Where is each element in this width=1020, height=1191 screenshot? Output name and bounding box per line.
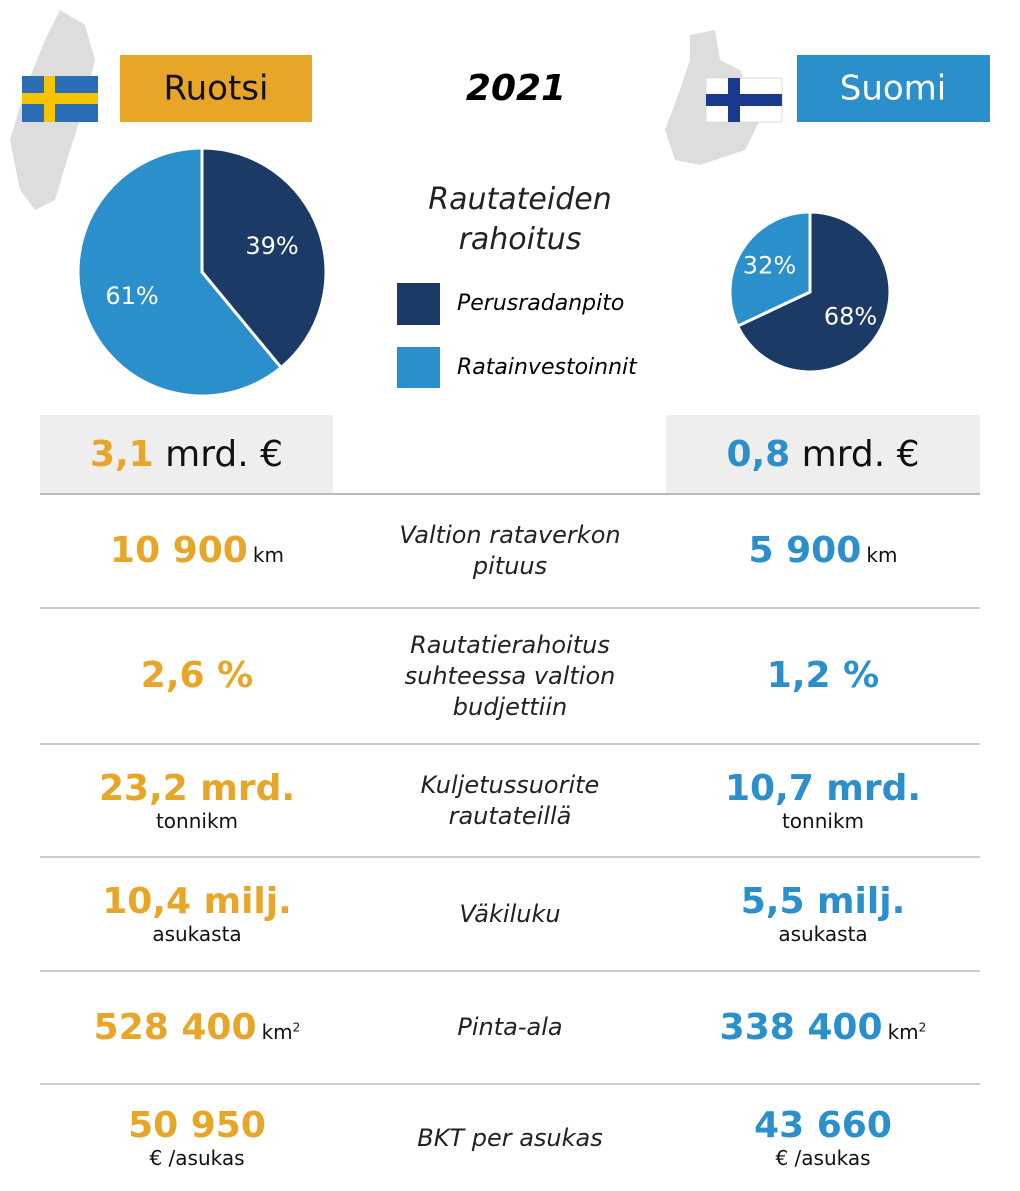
row-label: Rautatierahoitus suhteessa valtion budje… bbox=[380, 630, 640, 723]
value-line: 10,7 mrd. bbox=[725, 769, 921, 809]
right-cell: 338 400 km2 bbox=[666, 972, 980, 1083]
total-unit: mrd. € bbox=[165, 434, 283, 475]
unit: € /asukas bbox=[775, 1146, 870, 1170]
value-line: 10 900 km bbox=[110, 531, 284, 571]
legend-swatch bbox=[397, 283, 440, 325]
label-cell: Pinta-ala bbox=[380, 972, 640, 1083]
row-label: Valtion rataverkon pituus bbox=[380, 520, 640, 582]
value-line: 528 400 km2 bbox=[94, 1008, 301, 1048]
finland-flag-cross bbox=[706, 94, 782, 106]
left-cell: 50 950€ /asukas bbox=[40, 1085, 354, 1191]
total-unit: mrd. € bbox=[802, 434, 920, 475]
unit: € /asukas bbox=[149, 1146, 244, 1170]
sweden-flag-cross bbox=[44, 76, 55, 122]
total-value: 3,1 bbox=[90, 434, 154, 475]
value: 10,7 mrd. bbox=[725, 768, 921, 809]
year: 2021 bbox=[466, 68, 566, 109]
value: 5,5 milj. bbox=[741, 881, 906, 922]
value: 23,2 mrd. bbox=[99, 768, 295, 809]
total: 0,8 mrd. € bbox=[666, 415, 980, 493]
total: 3,1 mrd. € bbox=[40, 415, 333, 493]
value-line: 23,2 mrd. bbox=[99, 769, 295, 809]
country-name: Ruotsi bbox=[164, 69, 269, 109]
sweden-flag-cross bbox=[22, 93, 98, 104]
unit: km2 bbox=[888, 1020, 927, 1044]
unit: km bbox=[866, 543, 897, 567]
legend-swatch bbox=[397, 347, 440, 388]
row-label: Kuljetussuorite rautateillä bbox=[380, 770, 640, 832]
finland-flag-cross bbox=[728, 78, 740, 122]
unit-superscript: 2 bbox=[293, 1020, 301, 1034]
left-cell: 23,2 mrd.tonnikm bbox=[40, 745, 354, 856]
value: 43 660 bbox=[754, 1105, 892, 1146]
legend-entry: Ratainvestoinnit bbox=[457, 355, 638, 380]
value-line: 5,5 milj. bbox=[741, 882, 906, 922]
unit: tonnikm bbox=[782, 809, 864, 833]
row: 2,6 % 1,2 % Rautatierahoitus suhteessa val… bbox=[40, 607, 980, 743]
value-line: 43 660 bbox=[754, 1106, 892, 1146]
value: 10,4 milj. bbox=[102, 881, 292, 922]
value-line: 338 400 km2 bbox=[720, 1008, 927, 1048]
right-cell: 5 900 km bbox=[666, 495, 980, 607]
left-cell: 10,4 milj.asukasta bbox=[40, 858, 354, 970]
right-cell: 43 660€ /asukas bbox=[666, 1085, 980, 1191]
label-cell: Valtion rataverkon pituus bbox=[380, 495, 640, 607]
unit: tonnikm bbox=[156, 809, 238, 833]
page: Ruotsi Suomi 2021 Perusradanpito Ratainv… bbox=[0, 0, 1020, 1191]
value-line: 2,6 % bbox=[141, 656, 253, 696]
value: 528 400 bbox=[94, 1007, 257, 1048]
label-cell: Väkiluku bbox=[380, 858, 640, 970]
label-cell: BKT per asukas bbox=[380, 1085, 640, 1191]
value: 50 950 bbox=[128, 1105, 266, 1146]
right-cell: 5,5 milj.asukasta bbox=[666, 858, 980, 970]
slice-label: 68% bbox=[824, 303, 877, 331]
right-cell: 1,2 % bbox=[666, 609, 980, 743]
label-cell: Rautatierahoitus suhteessa valtion budje… bbox=[380, 609, 640, 743]
unit: asukasta bbox=[778, 922, 867, 946]
label-cell: Kuljetussuorite rautateillä bbox=[380, 745, 640, 856]
left-cell: 528 400 km2 bbox=[40, 972, 354, 1083]
unit-superscript: 2 bbox=[919, 1020, 927, 1034]
value-line: 1,2 % bbox=[767, 656, 879, 696]
country-name: Suomi bbox=[840, 69, 947, 109]
slice-label: 61% bbox=[105, 282, 158, 310]
slice-label: 39% bbox=[245, 232, 298, 260]
value: 10 900 bbox=[110, 530, 248, 571]
left-cell: 10 900 km bbox=[40, 495, 354, 607]
value: 338 400 bbox=[720, 1007, 883, 1048]
unit: km bbox=[253, 543, 284, 567]
value-line: 5 900 km bbox=[749, 531, 898, 571]
left-cell: 2,6 % bbox=[40, 609, 354, 743]
unit: km2 bbox=[262, 1020, 301, 1044]
right-cell: 10,7 mrd.tonnikm bbox=[666, 745, 980, 856]
value: 2,6 % bbox=[141, 655, 253, 696]
value-line: 50 950 bbox=[128, 1106, 266, 1146]
value: 5 900 bbox=[749, 530, 862, 571]
legend-title: Rautateiden rahoitus bbox=[400, 180, 640, 260]
value-line: 10,4 milj. bbox=[102, 882, 292, 922]
row-label: BKT per asukas bbox=[417, 1123, 603, 1154]
total-value: 0,8 bbox=[726, 434, 790, 475]
legend-entry: Perusradanpito bbox=[457, 291, 624, 316]
row-label: Väkiluku bbox=[459, 899, 560, 930]
row-label: Pinta-ala bbox=[457, 1012, 562, 1043]
slice-label: 32% bbox=[743, 251, 796, 279]
value: 1,2 % bbox=[767, 655, 879, 696]
unit: asukasta bbox=[152, 922, 241, 946]
